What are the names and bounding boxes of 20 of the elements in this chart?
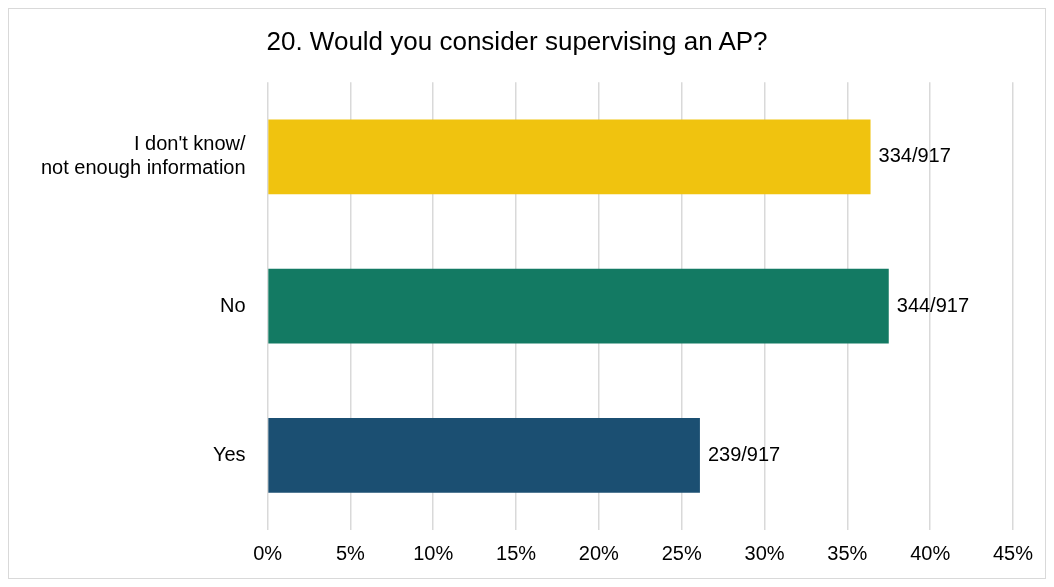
y-tick-label: I don't know/ not enough information: [41, 132, 247, 179]
x-tick-label: 45%: [992, 541, 1034, 564]
x-tick-label: 20%: [578, 541, 620, 564]
y-tick-label: Yes: [212, 442, 246, 465]
bar: [268, 119, 871, 195]
x-tick-label: 25%: [661, 541, 702, 564]
x-tick-label: 0%: [253, 541, 283, 564]
x-tick-label: 15%: [496, 541, 537, 564]
x-tick-label: 35%: [827, 541, 868, 564]
data-label: 344/917: [896, 293, 970, 316]
data-label: 239/917: [707, 442, 781, 465]
x-tick-label: 30%: [744, 541, 785, 564]
chart-title: 20. Would you consider supervising an AP?: [266, 25, 768, 56]
x-tick-label: 10%: [413, 541, 454, 564]
x-tick-label: 40%: [910, 541, 951, 564]
bar: [268, 268, 889, 344]
y-tick-label: No: [220, 293, 246, 316]
bar: [268, 418, 700, 493]
x-tick-label: 5%: [335, 541, 366, 564]
data-label: 334/917: [878, 144, 951, 167]
